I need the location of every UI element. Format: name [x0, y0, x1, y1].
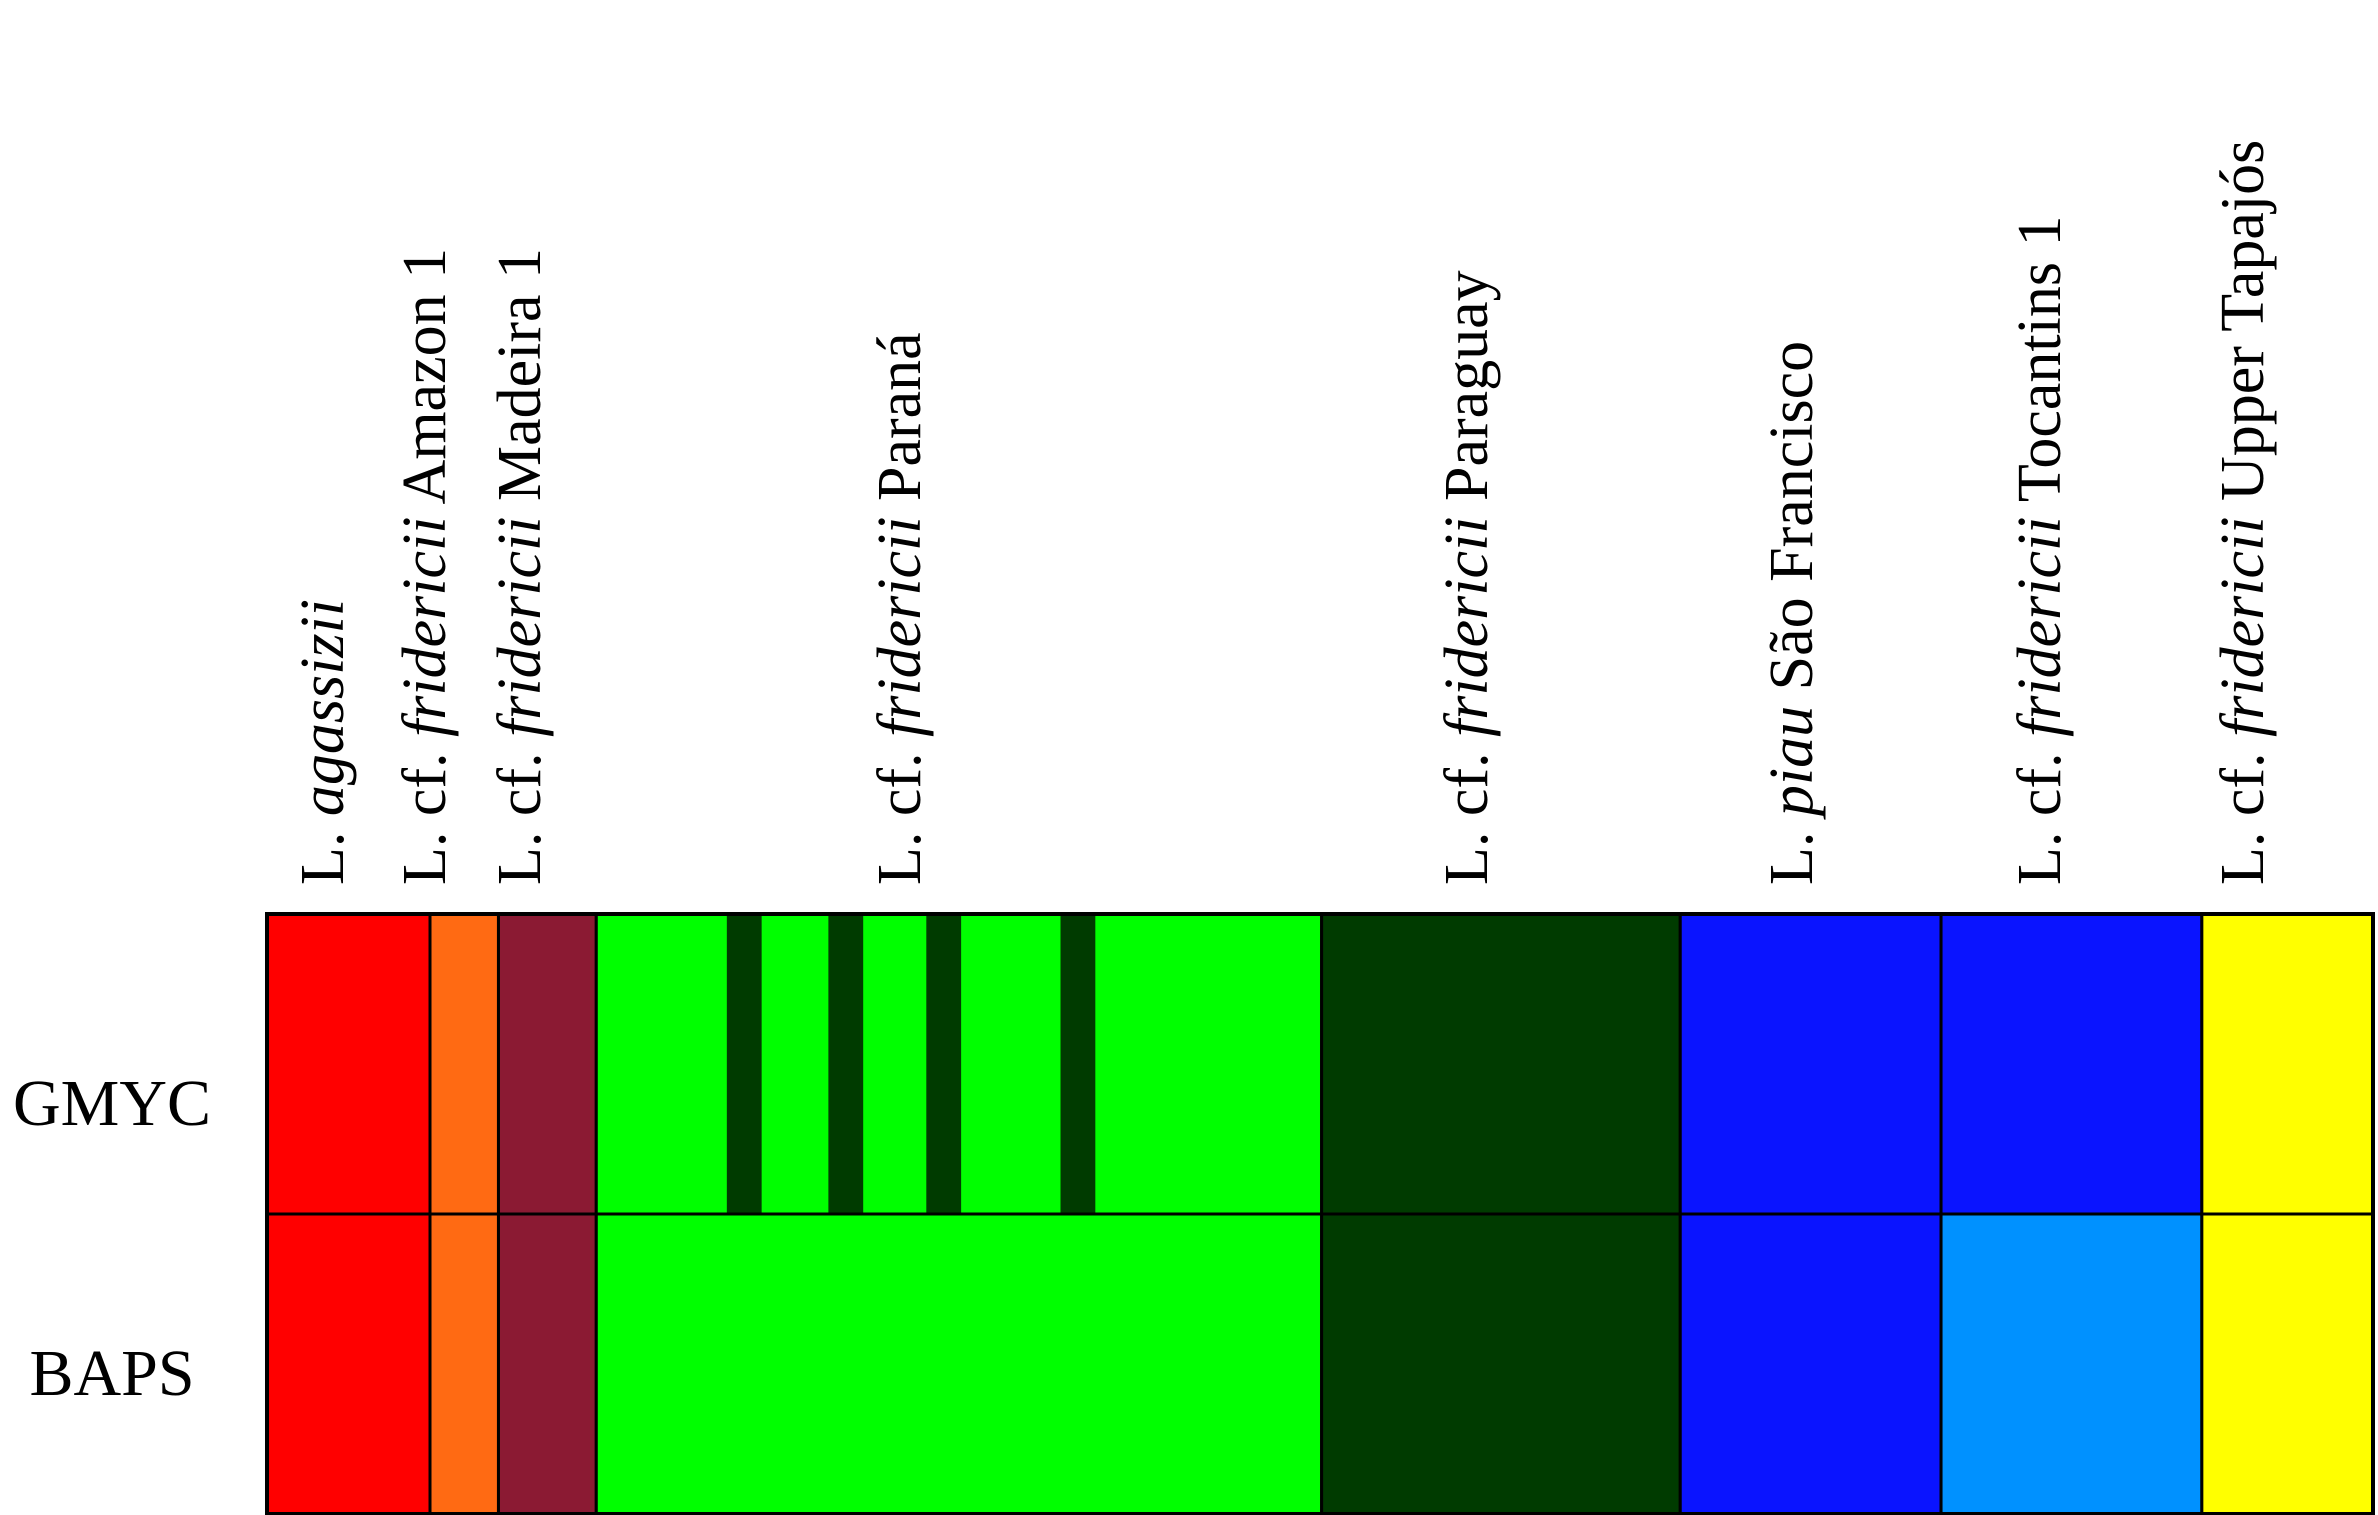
- cell-gmyc-uppertapajos: [2200, 912, 2375, 1216]
- cell-baps-agassizii: [265, 1212, 432, 1515]
- cell-gmyc-agassizii: [265, 912, 432, 1216]
- cell-baps-uppertapajos: [2200, 1212, 2375, 1515]
- cell-baps-paraguay: [1320, 1212, 1682, 1515]
- row-label-baps: BAPS: [29, 1337, 194, 1410]
- cell-baps-saofrancisco: [1678, 1212, 1943, 1515]
- column-label-agassizii: L. agassizii: [289, 599, 357, 885]
- column-labels: L. agassizii L. cf. fridericii Amazon 1 L.…: [289, 140, 2277, 885]
- cell-gmyc-madeira1: [496, 912, 598, 1216]
- column-label-tocantins1: L. cf. fridericii Tocantins 1: [2006, 215, 2074, 885]
- row-label-gmyc: GMYC: [13, 1067, 211, 1140]
- column-label-madeira1: L. cf. fridericii Madeira 1: [486, 248, 554, 885]
- delimitation-grid: [265, 912, 2375, 1515]
- cell-baps-tocantins1: [1939, 1212, 2204, 1515]
- cell-baps-parana: [594, 1212, 1324, 1515]
- cell-gmyc-tocantins1: [1939, 912, 2204, 1216]
- gmyc-parana-subcluster-2: [828, 915, 864, 1213]
- grid-frame: [265, 912, 2375, 1515]
- gmyc-parana-subcluster-4: [1060, 915, 1096, 1213]
- cell-gmyc-saofrancisco: [1678, 912, 1943, 1216]
- column-label-saofrancisco: L. piau São Francisco: [1758, 341, 1826, 885]
- cell-gmyc-paraguay: [1320, 912, 1682, 1216]
- cell-baps-madeira1: [496, 1212, 598, 1515]
- column-label-amazon1: L. cf. fridericii Amazon 1: [391, 248, 459, 885]
- gmyc-parana-subcluster-3: [926, 915, 962, 1213]
- cell-gmyc-amazon1: [428, 912, 500, 1216]
- column-label-paraguay: L. cf. fridericii Paraguay: [1433, 270, 1501, 885]
- gmyc-parana-subcluster-1: [726, 915, 762, 1213]
- row-labels: GMYC BAPS: [13, 1067, 211, 1410]
- cell-baps-amazon1: [428, 1212, 500, 1515]
- column-label-uppertapajos: L. cf. fridericii Upper Tapajós: [2209, 140, 2277, 885]
- column-label-parana: L. cf. fridericii Paraná: [866, 332, 934, 885]
